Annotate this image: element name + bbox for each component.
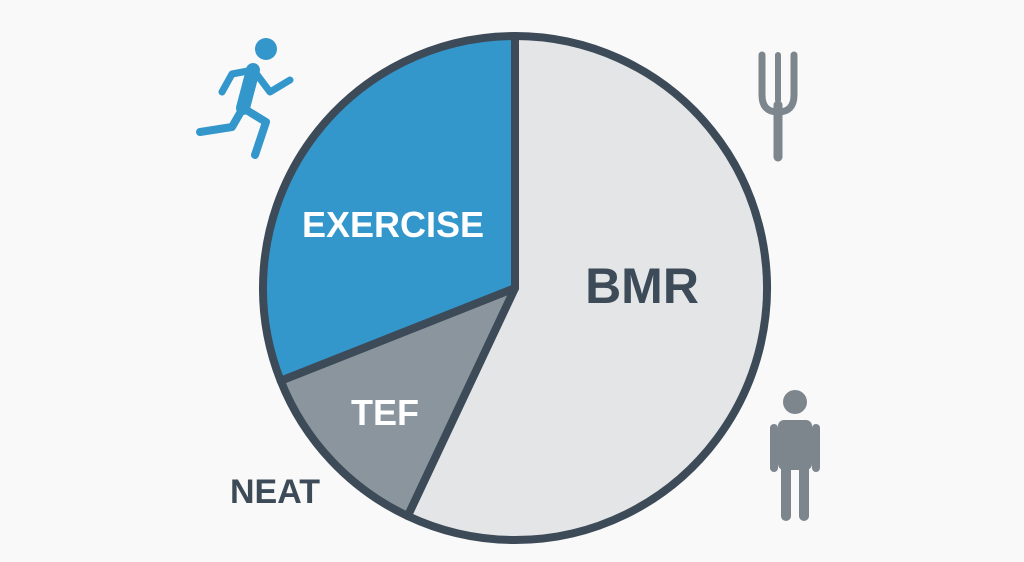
slice-exercise	[259, 32, 519, 385]
slice-label-bmr: BMR	[585, 258, 699, 314]
standing-person-icon	[770, 390, 820, 521]
neat-label: NEAT	[230, 473, 320, 511]
slice-tef	[276, 284, 519, 521]
fork-icon	[758, 51, 798, 162]
running-person-icon	[196, 38, 294, 159]
slice-bmr	[403, 32, 771, 544]
slice-label-tef: TEF	[351, 392, 419, 433]
slice-label-exercise: EXERCISE	[302, 204, 484, 245]
